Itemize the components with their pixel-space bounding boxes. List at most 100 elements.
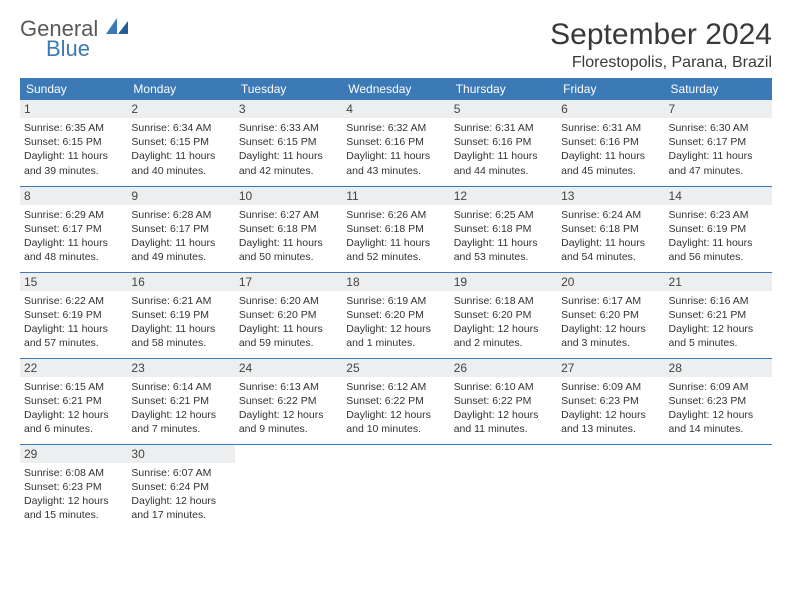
day-details: Sunrise: 6:10 AMSunset: 6:22 PMDaylight:… [454, 380, 553, 437]
day-details: Sunrise: 6:20 AMSunset: 6:20 PMDaylight:… [239, 294, 338, 351]
day-details: Sunrise: 6:31 AMSunset: 6:16 PMDaylight:… [561, 121, 660, 178]
calendar-day: 13 Sunrise: 6:24 AMSunset: 6:18 PMDayligh… [557, 186, 664, 272]
day-details: Sunrise: 6:09 AMSunset: 6:23 PMDaylight:… [561, 380, 660, 437]
calendar-week: 8 Sunrise: 6:29 AMSunset: 6:17 PMDaylight… [20, 186, 772, 272]
day-number: 20 [557, 273, 664, 291]
day-details: Sunrise: 6:19 AMSunset: 6:20 PMDaylight:… [346, 294, 445, 351]
day-details: Sunrise: 6:08 AMSunset: 6:23 PMDaylight:… [24, 466, 123, 523]
day-number: 8 [20, 187, 127, 205]
day-details: Sunrise: 6:24 AMSunset: 6:18 PMDaylight:… [561, 208, 660, 265]
day-details: Sunrise: 6:29 AMSunset: 6:17 PMDaylight:… [24, 208, 123, 265]
calendar-day: 19 Sunrise: 6:18 AMSunset: 6:20 PMDayligh… [450, 272, 557, 358]
day-number: 29 [20, 445, 127, 463]
calendar-day: 10 Sunrise: 6:27 AMSunset: 6:18 PMDayligh… [235, 186, 342, 272]
calendar-day: 6 Sunrise: 6:31 AMSunset: 6:16 PMDaylight… [557, 100, 664, 186]
calendar-day: 16Sunrise: 6:21 AMSunset: 6:19 PMDayligh… [127, 272, 234, 358]
calendar-day: 14 Sunrise: 6:23 AMSunset: 6:19 PMDayligh… [665, 186, 772, 272]
day-number: 24 [235, 359, 342, 377]
day-number: 1 [20, 100, 127, 118]
day-number: 25 [342, 359, 449, 377]
day-number: 27 [557, 359, 664, 377]
calendar-day: 17 Sunrise: 6:20 AMSunset: 6:20 PMDayligh… [235, 272, 342, 358]
day-number: 18 [342, 273, 449, 291]
day-number: 7 [665, 100, 772, 118]
calendar-day: 12Sunrise: 6:25 AMSunset: 6:18 PMDayligh… [450, 186, 557, 272]
logo-word-2: Blue [46, 38, 128, 60]
calendar-head: SundayMondayTuesdayWednesdayThursdayFrid… [20, 78, 772, 100]
day-number: 13 [557, 187, 664, 205]
day-details: Sunrise: 6:21 AMSunset: 6:19 PMDaylight:… [131, 294, 230, 351]
calendar-day: 8 Sunrise: 6:29 AMSunset: 6:17 PMDaylight… [20, 186, 127, 272]
day-details: Sunrise: 6:26 AMSunset: 6:18 PMDaylight:… [346, 208, 445, 265]
calendar-day: 26 Sunrise: 6:10 AMSunset: 6:22 PMDayligh… [450, 358, 557, 444]
day-details: Sunrise: 6:34 AMSunset: 6:15 PMDaylight:… [131, 121, 230, 178]
day-number: 28 [665, 359, 772, 377]
day-number: 23 [127, 359, 234, 377]
logo: General Blue [20, 18, 128, 60]
day-details: Sunrise: 6:13 AMSunset: 6:22 PMDaylight:… [239, 380, 338, 437]
calendar-day: 1 Sunrise: 6:35 AMSunset: 6:15 PMDaylight… [20, 100, 127, 186]
calendar-day: 18 Sunrise: 6:19 AMSunset: 6:20 PMDayligh… [342, 272, 449, 358]
calendar-day: .. [557, 444, 664, 530]
header: General Blue September 2024 Florestopoli… [20, 18, 772, 72]
calendar-day: 23 Sunrise: 6:14 AMSunset: 6:21 PMDayligh… [127, 358, 234, 444]
calendar-day: 24 Sunrise: 6:13 AMSunset: 6:22 PMDayligh… [235, 358, 342, 444]
day-number: 10 [235, 187, 342, 205]
calendar-day: .. [342, 444, 449, 530]
calendar-day: 27 Sunrise: 6:09 AMSunset: 6:23 PMDayligh… [557, 358, 664, 444]
day-details: Sunrise: 6:27 AMSunset: 6:18 PMDaylight:… [239, 208, 338, 265]
day-number: 6 [557, 100, 664, 118]
day-number: 19 [450, 273, 557, 291]
day-details: Sunrise: 6:07 AMSunset: 6:24 PMDaylight:… [131, 466, 230, 523]
calendar-day: .. [665, 444, 772, 530]
calendar-day: 22Sunrise: 6:15 AMSunset: 6:21 PMDayligh… [20, 358, 127, 444]
calendar-day: 21Sunrise: 6:16 AMSunset: 6:21 PMDayligh… [665, 272, 772, 358]
day-details: Sunrise: 6:31 AMSunset: 6:16 PMDaylight:… [454, 121, 553, 178]
day-details: Sunrise: 6:30 AMSunset: 6:17 PMDaylight:… [669, 121, 768, 178]
logo-sail-icon [106, 16, 128, 41]
day-number: 5 [450, 100, 557, 118]
title-block: September 2024 Florestopolis, Parana, Br… [550, 18, 772, 72]
day-number: 30 [127, 445, 234, 463]
day-number: 3 [235, 100, 342, 118]
day-number: 9 [127, 187, 234, 205]
calendar-body: 1 Sunrise: 6:35 AMSunset: 6:15 PMDaylight… [20, 100, 772, 530]
calendar-day: 11 Sunrise: 6:26 AMSunset: 6:18 PMDayligh… [342, 186, 449, 272]
day-details: Sunrise: 6:28 AMSunset: 6:17 PMDaylight:… [131, 208, 230, 265]
weekday-header: Saturday [665, 78, 772, 100]
calendar-day: 20Sunrise: 6:17 AMSunset: 6:20 PMDayligh… [557, 272, 664, 358]
logo-text: General Blue [20, 18, 128, 60]
day-details: Sunrise: 6:25 AMSunset: 6:18 PMDaylight:… [454, 208, 553, 265]
weekday-header: Sunday [20, 78, 127, 100]
day-details: Sunrise: 6:18 AMSunset: 6:20 PMDaylight:… [454, 294, 553, 351]
day-details: Sunrise: 6:23 AMSunset: 6:19 PMDaylight:… [669, 208, 768, 265]
calendar-day: 15 Sunrise: 6:22 AMSunset: 6:19 PMDayligh… [20, 272, 127, 358]
weekday-header: Tuesday [235, 78, 342, 100]
day-details: Sunrise: 6:35 AMSunset: 6:15 PMDaylight:… [24, 121, 123, 178]
calendar-week: 1 Sunrise: 6:35 AMSunset: 6:15 PMDaylight… [20, 100, 772, 186]
day-details: Sunrise: 6:09 AMSunset: 6:23 PMDaylight:… [669, 380, 768, 437]
day-number: 14 [665, 187, 772, 205]
calendar-day: 9 Sunrise: 6:28 AMSunset: 6:17 PMDaylight… [127, 186, 234, 272]
day-number: 15 [20, 273, 127, 291]
calendar-day: 2Sunrise: 6:34 AMSunset: 6:15 PMDaylight… [127, 100, 234, 186]
calendar-week: 22Sunrise: 6:15 AMSunset: 6:21 PMDayligh… [20, 358, 772, 444]
weekday-header: Wednesday [342, 78, 449, 100]
day-number: 4 [342, 100, 449, 118]
day-number: 22 [20, 359, 127, 377]
weekday-header: Friday [557, 78, 664, 100]
calendar-day: 30 Sunrise: 6:07 AMSunset: 6:24 PMDayligh… [127, 444, 234, 530]
calendar-day: 25Sunrise: 6:12 AMSunset: 6:22 PMDayligh… [342, 358, 449, 444]
day-number: 26 [450, 359, 557, 377]
month-title: September 2024 [550, 18, 772, 52]
day-number: 11 [342, 187, 449, 205]
day-details: Sunrise: 6:14 AMSunset: 6:21 PMDaylight:… [131, 380, 230, 437]
day-number: 17 [235, 273, 342, 291]
day-details: Sunrise: 6:22 AMSunset: 6:19 PMDaylight:… [24, 294, 123, 351]
day-details: Sunrise: 6:16 AMSunset: 6:21 PMDaylight:… [669, 294, 768, 351]
calendar-table: SundayMondayTuesdayWednesdayThursdayFrid… [20, 78, 772, 530]
weekday-header: Monday [127, 78, 234, 100]
day-details: Sunrise: 6:33 AMSunset: 6:15 PMDaylight:… [239, 121, 338, 178]
day-details: Sunrise: 6:32 AMSunset: 6:16 PMDaylight:… [346, 121, 445, 178]
calendar-day: 29 Sunrise: 6:08 AMSunset: 6:23 PMDayligh… [20, 444, 127, 530]
